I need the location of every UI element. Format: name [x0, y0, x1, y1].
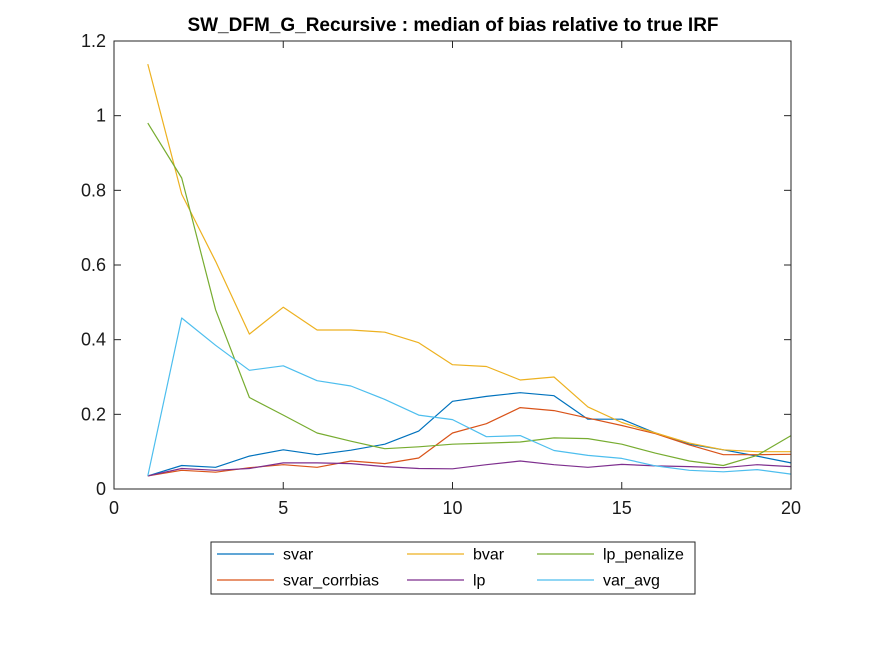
x-tick-label: 20	[781, 498, 801, 518]
series-line-bvar	[147, 63, 791, 453]
y-tick-label: 0.8	[81, 180, 106, 200]
legend-item-bvar: bvar	[407, 547, 505, 564]
legend-item-svar: svar	[217, 547, 314, 564]
y-tick-label: 0.4	[81, 330, 106, 350]
legend-label: lp_penalize	[603, 547, 684, 564]
series-line-lp	[147, 460, 792, 477]
legend: svar bvar lp_penalize svar_corrbias lp var_av…	[210, 541, 696, 595]
x-tick-label: 15	[612, 498, 632, 518]
legend-label: svar_corrbias	[283, 573, 379, 590]
legend-label: var_avg	[603, 573, 660, 590]
legend-item-lp-penalize: lp_penalize	[537, 547, 684, 564]
x-tick-label: 5	[278, 498, 288, 518]
chart-title: SW_DFM_G_Recursive : median of bias rela…	[187, 15, 718, 36]
legend-label: lp	[473, 573, 486, 590]
y-tick-label: 0.2	[81, 404, 106, 424]
series-line-svar	[147, 392, 792, 477]
legend-box	[210, 541, 696, 595]
legend-item-lp: lp	[407, 573, 486, 590]
legend-label: svar	[283, 547, 314, 564]
y-tick-label: 0	[96, 479, 106, 499]
series-layer	[147, 63, 792, 477]
axes: 0 5 10 15 20 0 0.2 0.4 0.6 0.8 1 1.2	[81, 31, 801, 518]
y-tick-label: 0.6	[81, 255, 106, 275]
x-tick-label: 10	[442, 498, 462, 518]
series-line-lp-penalize	[147, 122, 792, 467]
legend-label: bvar	[473, 547, 505, 564]
y-tick-label: 1.2	[81, 31, 106, 51]
y-tick-label: 1	[96, 106, 106, 126]
series-line-var-avg	[147, 317, 792, 477]
legend-item-svar-corrbias: svar_corrbias	[217, 573, 379, 590]
legend-item-var-avg: var_avg	[537, 573, 660, 590]
plot-area	[114, 41, 791, 489]
x-tick-label: 0	[109, 498, 119, 518]
